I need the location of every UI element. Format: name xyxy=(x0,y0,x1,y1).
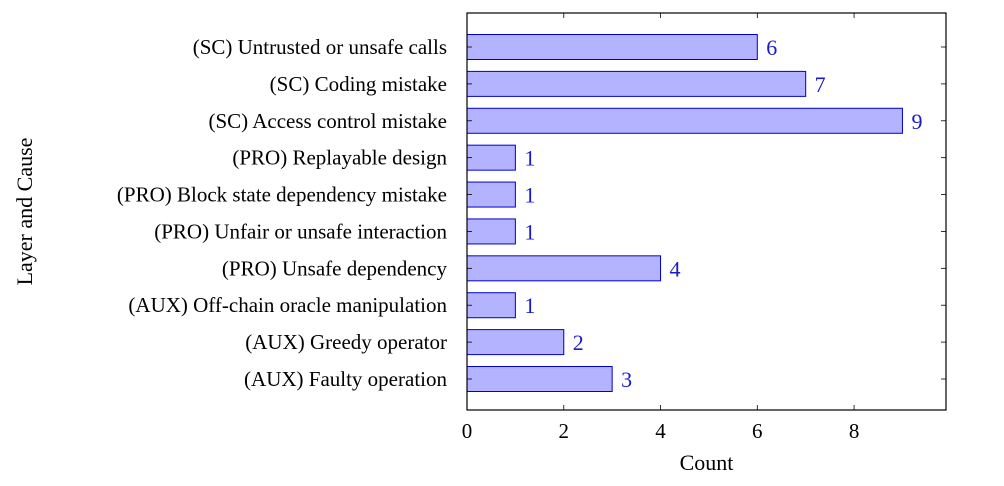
x-tick-label: 4 xyxy=(655,419,666,443)
category-label: (AUX) Off-chain oracle manipulation xyxy=(128,293,447,317)
x-tick-label: 0 xyxy=(462,419,473,443)
bar-value-label: 7 xyxy=(815,72,826,97)
bar-value-label: 3 xyxy=(621,367,632,392)
category-label: (SC) Access control mistake xyxy=(208,109,447,133)
y-axis-title: Layer and Cause xyxy=(12,138,37,286)
bar xyxy=(466,329,565,356)
x-axis-title: Count xyxy=(680,450,734,475)
category-label: (AUX) Faulty operation xyxy=(244,367,447,391)
category-label: (SC) Untrusted or unsafe calls xyxy=(193,35,447,59)
category-label: (PRO) Block state dependency mistake xyxy=(117,183,447,207)
bar xyxy=(466,181,516,208)
ticks-layer xyxy=(466,13,946,410)
bar xyxy=(466,218,516,245)
bar-value-label: 1 xyxy=(524,219,535,244)
bar xyxy=(466,107,903,134)
category-label: (PRO) Unsafe dependency xyxy=(222,256,448,280)
bar-value-label: 4 xyxy=(670,256,681,281)
x-tick-label: 2 xyxy=(559,419,570,443)
labels-layer: 6 (SC) Untrusted or unsafe calls 7 (SC) Cod… xyxy=(117,35,923,443)
bars-layer xyxy=(466,34,903,392)
x-tick-label: 6 xyxy=(752,419,763,443)
category-label: (PRO) Replayable design xyxy=(232,146,447,170)
plot-frame xyxy=(466,12,947,411)
bar xyxy=(466,292,516,319)
category-label: (SC) Coding mistake xyxy=(270,72,447,96)
bar xyxy=(466,366,613,392)
bar xyxy=(466,70,807,97)
category-label: (AUX) Greedy operator xyxy=(245,330,447,354)
bar xyxy=(466,255,662,282)
bar xyxy=(466,144,516,171)
bar xyxy=(466,34,758,60)
bar-value-label: 1 xyxy=(524,183,535,208)
bar-value-label: 9 xyxy=(911,109,922,134)
bar-value-label: 6 xyxy=(766,35,777,60)
bar-value-label: 1 xyxy=(524,146,535,171)
x-tick-label: 8 xyxy=(849,419,860,443)
bar-value-label: 1 xyxy=(524,293,535,318)
bar-value-label: 2 xyxy=(573,330,584,355)
category-label: (PRO) Unfair or unsafe interaction xyxy=(154,219,447,243)
